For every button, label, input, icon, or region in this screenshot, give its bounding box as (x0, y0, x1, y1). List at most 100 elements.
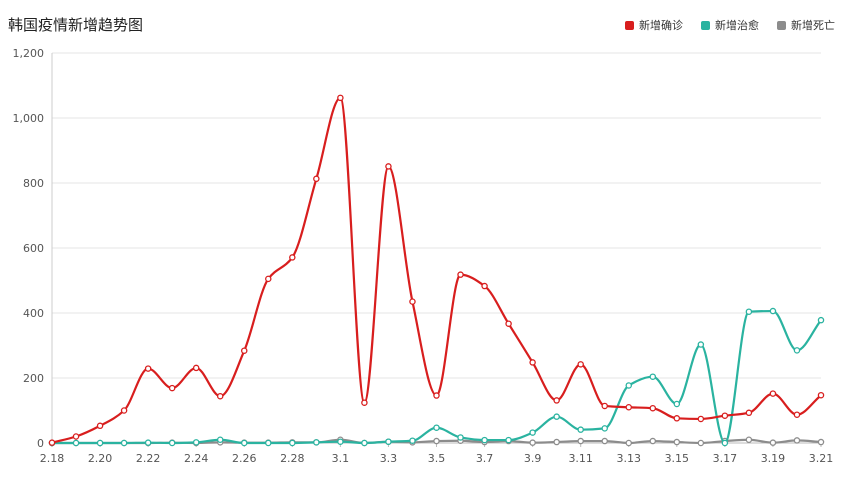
data-point-cured (361, 439, 368, 447)
data-point-deaths (649, 437, 657, 445)
data-point-cured (697, 341, 705, 348)
data-point-deaths (625, 439, 633, 447)
data-point-confirmed (793, 411, 801, 418)
data-point-cured (168, 439, 176, 447)
data-point-deaths (745, 436, 753, 443)
data-point-cured (649, 373, 657, 380)
series-line-confirmed (50, 96, 823, 444)
data-point-deaths (433, 437, 440, 445)
data-point-cured (96, 439, 104, 447)
x-tick-label: 3.11 (568, 452, 593, 465)
x-tick-label: 3.17 (713, 452, 738, 465)
data-point-cured (505, 436, 512, 444)
data-point-confirmed (168, 384, 176, 392)
y-tick-label: 1,200 (13, 47, 45, 60)
data-point-confirmed (601, 402, 608, 410)
data-point-cured (120, 439, 128, 447)
data-point-confirmed (313, 175, 320, 183)
data-point-confirmed (577, 361, 584, 368)
data-point-cured (817, 316, 825, 324)
x-tick-label: 3.9 (524, 452, 542, 465)
x-tick-label: 2.24 (184, 452, 209, 465)
data-point-confirmed (72, 433, 80, 440)
y-tick-label: 600 (23, 242, 44, 255)
data-point-confirmed (745, 409, 753, 417)
data-point-cured (673, 400, 681, 408)
data-point-confirmed (265, 275, 272, 283)
data-point-confirmed (625, 403, 633, 411)
y-tick-label: 400 (23, 307, 44, 320)
x-tick-label: 3.7 (476, 452, 494, 465)
data-point-deaths (529, 439, 536, 446)
data-point-cured (192, 439, 200, 446)
legend-item-deaths[interactable]: 新增死亡 (777, 17, 835, 33)
x-tick-label: 2.26 (232, 452, 257, 465)
data-point-confirmed (192, 364, 200, 372)
data-point-cured (265, 439, 272, 447)
series-lines (48, 94, 825, 447)
x-tick-label: 2.28 (280, 452, 305, 465)
data-point-confirmed (817, 391, 825, 399)
legend-item-cured[interactable]: 新增治愈 (701, 17, 759, 33)
data-point-cured (289, 439, 296, 447)
data-point-deaths (673, 438, 681, 446)
x-tick-label: 2.22 (136, 452, 161, 465)
data-point-confirmed (553, 397, 560, 404)
data-point-cured (240, 439, 248, 447)
data-point-deaths (601, 437, 608, 445)
data-point-confirmed (529, 359, 536, 366)
data-point-deaths (697, 439, 705, 447)
data-point-confirmed (289, 254, 296, 261)
x-tick-label: 3.15 (665, 452, 690, 465)
data-point-cured (409, 437, 416, 444)
data-point-confirmed (216, 392, 224, 400)
data-point-cured (144, 439, 152, 446)
legend-swatch-confirmed (625, 20, 634, 30)
data-point-confirmed (649, 404, 657, 412)
legend-swatch-cured (701, 20, 710, 30)
data-point-cured (313, 439, 320, 446)
data-point-cured (72, 439, 80, 447)
series-cured (48, 307, 825, 447)
series-confirmed (48, 94, 825, 446)
data-point-confirmed (697, 415, 705, 423)
data-point-cured (601, 425, 608, 432)
data-point-confirmed (481, 282, 488, 290)
chart-title: 韩国疫情新增趋势图 (8, 16, 144, 34)
x-tick-label: 2.20 (88, 452, 113, 465)
data-point-confirmed (505, 320, 512, 327)
data-point-confirmed (96, 422, 104, 430)
data-point-confirmed (769, 390, 777, 397)
legend-swatch-deaths (777, 20, 786, 30)
data-point-confirmed (385, 163, 392, 170)
x-tick-label: 3.19 (761, 452, 786, 465)
y-tick-label: 800 (23, 177, 44, 190)
x-tick-label: 3.1 (332, 452, 350, 465)
data-point-confirmed (409, 298, 416, 305)
data-point-confirmed (120, 407, 128, 414)
x-tick-label: 3.13 (617, 452, 642, 465)
data-point-cured (625, 382, 633, 389)
y-tick-label: 200 (23, 372, 44, 385)
data-point-cured (793, 347, 801, 354)
data-point-cured (529, 429, 536, 436)
data-point-confirmed (144, 365, 152, 372)
legend-item-confirmed[interactable]: 新增确诊 (625, 17, 683, 33)
data-point-cured (577, 426, 584, 433)
data-point-deaths (793, 437, 801, 444)
x-tick-label: 2.18 (40, 452, 65, 465)
data-point-cured (553, 413, 560, 420)
data-point-cured (433, 424, 440, 431)
data-point-confirmed (48, 439, 56, 446)
data-point-deaths (553, 438, 560, 446)
data-point-cured (769, 307, 777, 315)
x-tick-label: 3.21 (809, 452, 834, 465)
data-point-deaths (577, 437, 584, 445)
y-axis-ticks: 0 200 400 600 800 1,000 1,200 (13, 47, 45, 450)
x-tick-label: 3.5 (428, 452, 446, 465)
data-point-cured (745, 308, 753, 315)
data-point-cured (385, 438, 392, 445)
data-point-cured (216, 436, 224, 443)
data-point-cured (457, 434, 464, 441)
